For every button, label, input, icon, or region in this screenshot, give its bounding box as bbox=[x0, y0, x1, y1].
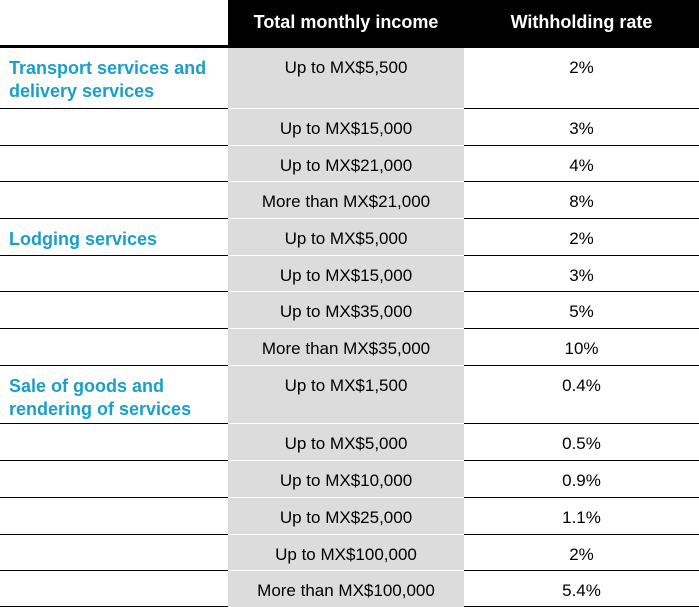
income-cell: Up to MX$15,000 bbox=[228, 255, 464, 292]
table-row: Up to MX$15,000 3% bbox=[0, 255, 699, 292]
income-cell: Up to MX$10,000 bbox=[228, 460, 464, 498]
category-cell bbox=[0, 460, 228, 498]
income-cell: Up to MX$5,000 bbox=[228, 218, 464, 256]
header-total-monthly-income: Total monthly income bbox=[228, 0, 464, 48]
table-row: Sale of goods and rendering of services … bbox=[0, 365, 699, 424]
income-cell: More than MX$35,000 bbox=[228, 328, 464, 366]
income-cell: Up to MX$5,000 bbox=[228, 423, 464, 461]
table-row: Up to MX$5,000 0.5% bbox=[0, 423, 699, 461]
table-row: Up to MX$25,000 1.1% bbox=[0, 497, 699, 535]
table-row: Up to MX$100,000 2% bbox=[0, 534, 699, 571]
rate-cell: 3% bbox=[464, 108, 699, 146]
header-withholding-rate: Withholding rate bbox=[464, 0, 699, 48]
rate-cell: 0.9% bbox=[464, 460, 699, 498]
category-cell bbox=[0, 255, 228, 292]
category-cell bbox=[0, 328, 228, 366]
rate-cell: 0.5% bbox=[464, 423, 699, 461]
category-cell bbox=[0, 181, 228, 219]
rate-cell: 4% bbox=[464, 145, 699, 182]
table-row: More than MX$21,000 8% bbox=[0, 181, 699, 219]
rate-cell: 2% bbox=[464, 218, 699, 256]
category-cell bbox=[0, 497, 228, 535]
income-cell: Up to MX$35,000 bbox=[228, 291, 464, 329]
income-cell: Up to MX$1,500 bbox=[228, 365, 464, 424]
income-cell: Up to MX$21,000 bbox=[228, 145, 464, 182]
table-row: Up to MX$15,000 3% bbox=[0, 108, 699, 146]
table-row: More than MX$100,000 5.4% bbox=[0, 570, 699, 607]
rate-cell: 5% bbox=[464, 291, 699, 329]
table-row: Up to MX$10,000 0.9% bbox=[0, 460, 699, 498]
rate-cell: 8% bbox=[464, 181, 699, 219]
table-row: Up to MX$21,000 4% bbox=[0, 145, 699, 182]
table-row: More than MX$35,000 10% bbox=[0, 328, 699, 366]
income-cell: More than MX$21,000 bbox=[228, 181, 464, 219]
income-cell: Up to MX$15,000 bbox=[228, 108, 464, 146]
rate-cell: 10% bbox=[464, 328, 699, 366]
income-cell: More than MX$100,000 bbox=[228, 570, 464, 607]
category-cell: Sale of goods and rendering of services bbox=[0, 365, 228, 424]
category-cell bbox=[0, 145, 228, 182]
category-cell bbox=[0, 108, 228, 146]
income-cell: Up to MX$100,000 bbox=[228, 534, 464, 571]
rate-cell: 2% bbox=[464, 46, 699, 109]
category-cell bbox=[0, 423, 228, 461]
category-cell bbox=[0, 291, 228, 329]
table-row: Transport services and delivery services… bbox=[0, 46, 699, 109]
rate-cell: 0.4% bbox=[464, 365, 699, 424]
header-category bbox=[0, 0, 228, 48]
rate-cell: 1.1% bbox=[464, 497, 699, 535]
rate-cell: 2% bbox=[464, 534, 699, 571]
table-header-row: Total monthly income Withholding rate bbox=[0, 0, 699, 48]
table-row: Lodging services Up to MX$5,000 2% bbox=[0, 218, 699, 256]
table-row: Up to MX$35,000 5% bbox=[0, 291, 699, 329]
category-cell: Lodging services bbox=[0, 218, 228, 256]
category-cell bbox=[0, 534, 228, 571]
category-cell bbox=[0, 570, 228, 607]
category-cell: Transport services and delivery services bbox=[0, 46, 228, 109]
income-cell: Up to MX$25,000 bbox=[228, 497, 464, 535]
rate-cell: 3% bbox=[464, 255, 699, 292]
income-cell: Up to MX$5,500 bbox=[228, 46, 464, 109]
rate-cell: 5.4% bbox=[464, 570, 699, 607]
